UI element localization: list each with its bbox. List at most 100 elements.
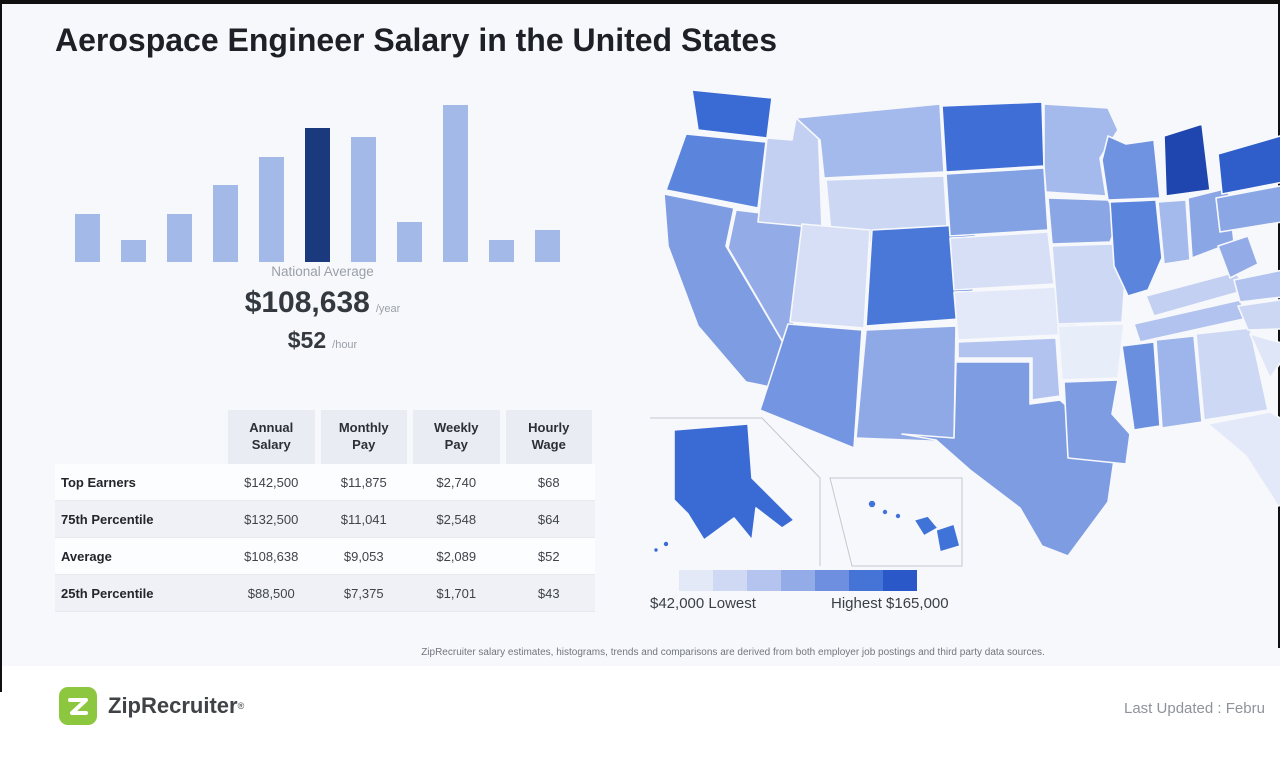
histogram-bar-10 bbox=[489, 240, 514, 262]
state-GA bbox=[1195, 327, 1269, 421]
histogram-bar-5 bbox=[259, 157, 284, 262]
histogram-bar-11 bbox=[535, 230, 560, 262]
frame-border-left bbox=[0, 0, 2, 692]
cell-value: $88,500 bbox=[247, 585, 295, 601]
state-IL bbox=[1109, 199, 1163, 297]
state-AL bbox=[1155, 335, 1203, 429]
column-header: Weekly Pay bbox=[413, 410, 500, 464]
state-WI bbox=[1101, 135, 1161, 201]
histogram-bar-4 bbox=[213, 185, 238, 262]
state-ND bbox=[941, 101, 1045, 173]
state-WV bbox=[1217, 235, 1259, 279]
table-row: 75th Percentile $132,500 $11,041 $2,548 $64 bbox=[55, 501, 595, 538]
histogram-bar-2 bbox=[121, 240, 146, 262]
state-OK bbox=[957, 337, 1061, 401]
empty-header-cell bbox=[55, 410, 225, 464]
state-PA bbox=[1215, 185, 1280, 233]
state-VA bbox=[1233, 269, 1280, 303]
state-MN bbox=[1043, 103, 1119, 197]
state-NY bbox=[1217, 135, 1280, 195]
cell-value: $2,089 bbox=[436, 548, 477, 564]
hourly-salary-value: $52 bbox=[287, 327, 327, 353]
state-MI bbox=[1163, 123, 1211, 197]
annual-salary-unit: /year bbox=[375, 303, 401, 315]
last-updated-text: Last Updated : Febru bbox=[1124, 700, 1265, 717]
state-HI bbox=[913, 515, 939, 537]
state-NC bbox=[1237, 299, 1280, 331]
cell-value: $9,053 bbox=[343, 548, 384, 564]
state-MT bbox=[795, 103, 945, 179]
row-label: Average bbox=[61, 548, 112, 564]
state-NM bbox=[855, 325, 957, 443]
alaska-island bbox=[652, 546, 660, 554]
legend-swatch bbox=[781, 570, 815, 591]
legend-swatch bbox=[883, 570, 917, 591]
us-salary-map bbox=[650, 89, 1280, 567]
hawaii-island bbox=[867, 499, 877, 509]
cell-value: $2,548 bbox=[436, 511, 477, 527]
ziprecruiter-logo-icon bbox=[59, 687, 97, 725]
frame-border-top bbox=[0, 0, 1280, 4]
map-legend bbox=[679, 570, 917, 591]
cell-value: $11,041 bbox=[340, 511, 387, 527]
legend-swatch bbox=[815, 570, 849, 591]
hawaii-island bbox=[881, 508, 889, 516]
state-IN bbox=[1157, 199, 1191, 265]
disclaimer-text: ZipRecruiter salary estimates, histogram… bbox=[421, 647, 1045, 658]
legend-swatch bbox=[713, 570, 747, 591]
ziprecruiter-logo[interactable]: ZipRecruiter ® bbox=[58, 686, 244, 726]
cell-value: $2,740 bbox=[436, 474, 477, 490]
state-SC bbox=[1249, 333, 1280, 379]
salary-table-body: Top Earners $142,500 $11,875 $2,740 $68 75th … bbox=[55, 464, 595, 612]
national-average-block: National Average $108,638 /year $52 /hou… bbox=[175, 264, 470, 354]
column-header: Annual Salary bbox=[228, 410, 315, 464]
state-OR bbox=[665, 133, 767, 209]
table-row: 25th Percentile $88,500 $7,375 $1,701 $43 bbox=[55, 575, 595, 612]
national-average-label: National Average bbox=[271, 264, 374, 279]
legend-swatch bbox=[747, 570, 781, 591]
cell-value: $68 bbox=[537, 474, 560, 490]
state-AZ bbox=[759, 323, 863, 449]
histogram-bar-9 bbox=[443, 105, 468, 262]
histogram-bar-1 bbox=[75, 214, 100, 262]
state-MS bbox=[1121, 341, 1161, 431]
column-header: Hourly Wage bbox=[505, 410, 592, 464]
cell-value: $108,638 bbox=[244, 548, 299, 564]
table-row: Average $108,638 $9,053 $2,089 $52 bbox=[55, 538, 595, 575]
cell-value: $7,375 bbox=[343, 585, 384, 601]
legend-highest-label: Highest $165,000 bbox=[831, 595, 949, 612]
ziprecruiter-wordmark: ZipRecruiter bbox=[108, 693, 238, 718]
hawaii-island bbox=[935, 523, 961, 553]
state-NE bbox=[949, 231, 1055, 291]
legend-lowest-label: $42,000 Lowest bbox=[650, 595, 756, 612]
histogram-bar-3 bbox=[167, 214, 192, 262]
table-row: Top Earners $142,500 $11,875 $2,740 $68 bbox=[55, 464, 595, 501]
legend-swatch bbox=[679, 570, 713, 591]
histogram-bar-6 bbox=[305, 128, 330, 262]
alaska-inset-outline bbox=[650, 417, 821, 566]
annual-salary-value: $108,638 bbox=[244, 286, 370, 319]
state-AK bbox=[673, 423, 795, 541]
state-UT bbox=[789, 223, 871, 329]
row-label: Top Earners bbox=[61, 474, 136, 490]
hourly-salary-unit: /hour bbox=[332, 339, 358, 351]
state-shapes bbox=[652, 89, 1280, 557]
page-title: Aerospace Engineer Salary in the United … bbox=[55, 22, 778, 58]
cell-value: $1,701 bbox=[436, 585, 477, 601]
state-LA bbox=[1063, 379, 1131, 465]
column-header: Monthly Pay bbox=[320, 410, 407, 464]
cell-value: $142,500 bbox=[244, 474, 299, 490]
salary-table: Annual Salary Monthly Pay Weekly Pay Hourly… bbox=[55, 410, 595, 612]
hawaii-island bbox=[894, 512, 902, 520]
cell-value: $11,875 bbox=[340, 474, 387, 490]
cell-value: $132,500 bbox=[244, 511, 299, 527]
cell-value: $64 bbox=[537, 511, 560, 527]
state-TX bbox=[901, 361, 1119, 557]
state-FL bbox=[1207, 411, 1280, 507]
alaska-island bbox=[662, 540, 670, 548]
state-IA bbox=[1047, 197, 1121, 245]
cell-value: $43 bbox=[537, 585, 560, 601]
state-MO bbox=[1051, 243, 1127, 325]
registered-trademark-symbol: ® bbox=[237, 701, 245, 711]
